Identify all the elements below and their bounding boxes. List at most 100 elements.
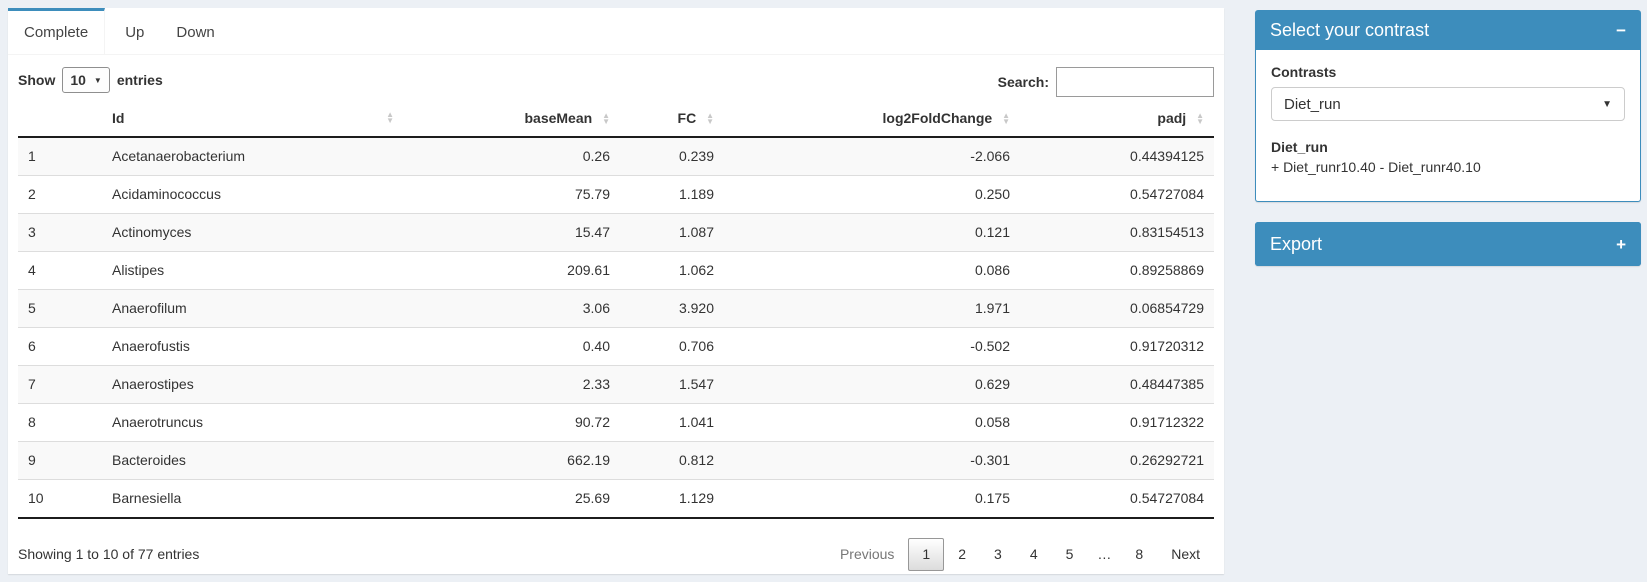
pagination-next[interactable]: Next bbox=[1171, 545, 1200, 562]
column-header-index bbox=[18, 100, 102, 138]
row-index: 8 bbox=[18, 403, 102, 442]
cell-fc: 0.239 bbox=[620, 136, 724, 176]
pagination-page-3[interactable]: 3 bbox=[994, 545, 1002, 562]
table-row: 1 Acetanaerobacterium 0.26 0.239 -2.066 0.443… bbox=[18, 136, 1214, 176]
cell-padj: 0.26292721 bbox=[1020, 441, 1214, 480]
cell-fc: 0.812 bbox=[620, 441, 724, 480]
expand-plus-icon[interactable]: + bbox=[1616, 234, 1626, 254]
tab-down[interactable]: Down bbox=[160, 8, 230, 54]
cell-log2fc: 0.629 bbox=[724, 365, 1020, 404]
cell-fc: 1.129 bbox=[620, 479, 724, 519]
cell-basemean: 75.79 bbox=[402, 175, 620, 214]
row-index: 1 bbox=[18, 136, 102, 176]
search-label: Search: bbox=[997, 74, 1049, 90]
chevron-down-icon: ▼ bbox=[1602, 98, 1612, 110]
cell-id: Bacteroides bbox=[102, 441, 402, 480]
cell-basemean: 15.47 bbox=[402, 213, 620, 252]
column-header-padj[interactable]: padj ▲ ▼ bbox=[1020, 100, 1214, 138]
entries-label: entries bbox=[116, 72, 163, 88]
contrast-select[interactable]: Diet_run ▼ bbox=[1271, 87, 1625, 121]
cell-log2fc: 0.121 bbox=[724, 213, 1020, 252]
cell-log2fc: 0.250 bbox=[724, 175, 1020, 214]
table-row: 5 Anaerofilum 3.06 3.920 1.971 0.06854729 bbox=[18, 289, 1214, 328]
contrast-detail-name: Diet_run bbox=[1271, 139, 1328, 155]
page-length-value: 10 bbox=[70, 72, 86, 88]
cell-id: Actinomyces bbox=[102, 213, 402, 252]
page-length-select[interactable]: 10 ▼ bbox=[62, 67, 110, 93]
cell-fc: 1.189 bbox=[620, 175, 724, 214]
table-body: 1 Acetanaerobacterium 0.26 0.239 -2.066 0.443… bbox=[18, 136, 1214, 519]
cell-fc: 1.062 bbox=[620, 251, 724, 290]
contrast-detail-formula: + Diet_runr10.40 - Diet_runr40.10 bbox=[1271, 159, 1481, 175]
contrasts-label: Contrasts bbox=[1271, 64, 1337, 80]
results-box: Complete Up Down Show 10 ▼ entries Searc… bbox=[8, 8, 1224, 574]
search-control: Search: bbox=[998, 67, 1214, 97]
cell-padj: 0.06854729 bbox=[1020, 289, 1214, 328]
cell-log2fc: 1.971 bbox=[724, 289, 1020, 328]
column-header-id[interactable]: Id ▲ ▼ bbox=[102, 100, 402, 138]
pagination-page-8[interactable]: 8 bbox=[1135, 545, 1144, 562]
column-header-basemean-label: baseMean bbox=[524, 110, 593, 126]
sort-icon: ▲ ▼ bbox=[706, 111, 714, 127]
cell-id: Anaerofustis bbox=[102, 327, 402, 366]
tab-down-label: Down bbox=[176, 24, 215, 41]
cell-fc: 1.087 bbox=[620, 213, 724, 252]
table-info: Showing 1 to 10 of 77 entries bbox=[18, 546, 200, 562]
pagination-page-5[interactable]: 5 bbox=[1065, 545, 1074, 562]
chevron-down-icon: ▼ bbox=[93, 75, 102, 85]
cell-padj: 0.54727084 bbox=[1020, 479, 1214, 519]
tab-bar: Complete Up Down bbox=[8, 8, 1224, 55]
cell-log2fc: -0.301 bbox=[724, 441, 1020, 480]
column-header-basemean[interactable]: baseMean ▲ ▼ bbox=[402, 100, 620, 138]
search-input[interactable] bbox=[1056, 67, 1214, 97]
tab-complete[interactable]: Complete bbox=[8, 8, 106, 54]
row-index: 7 bbox=[18, 365, 102, 404]
pagination-page-4[interactable]: 4 bbox=[1029, 545, 1038, 562]
table-header-row: Id ▲ ▼ baseMean ▲ ▼ FC ▲ ▼ log2FoldChange ▲… bbox=[18, 100, 1214, 138]
table-footer: Showing 1 to 10 of 77 entries Previous 1… bbox=[8, 519, 1224, 575]
pagination: Previous 1 2 3 4 5 … 8 Next bbox=[826, 537, 1214, 571]
cell-basemean: 2.33 bbox=[402, 365, 620, 404]
column-header-fc-label: FC bbox=[677, 110, 697, 126]
row-index: 3 bbox=[18, 213, 102, 252]
table-row: 4 Alistipes 209.61 1.062 0.086 0.89258869 bbox=[18, 251, 1214, 290]
table-row: 2 Acidaminococcus 75.79 1.189 0.250 0.5472708… bbox=[18, 175, 1214, 214]
cell-id: Alistipes bbox=[102, 251, 402, 290]
pagination-previous[interactable]: Previous bbox=[839, 545, 895, 562]
export-panel-title: Export bbox=[1270, 233, 1323, 254]
cell-fc: 3.920 bbox=[620, 289, 724, 328]
table-row: 7 Anaerostipes 2.33 1.547 0.629 0.48447385 bbox=[18, 365, 1214, 404]
sort-icon: ▲ ▼ bbox=[1002, 111, 1010, 127]
row-index: 9 bbox=[18, 441, 102, 480]
sort-icon: ▲ ▼ bbox=[386, 110, 394, 125]
cell-log2fc: -0.502 bbox=[724, 327, 1020, 366]
cell-padj: 0.54727084 bbox=[1020, 175, 1214, 214]
cell-basemean: 3.06 bbox=[402, 289, 620, 328]
column-header-log2fc[interactable]: log2FoldChange ▲ ▼ bbox=[724, 100, 1020, 138]
cell-padj: 0.89258869 bbox=[1020, 251, 1214, 290]
tab-up[interactable]: Up bbox=[109, 8, 160, 54]
row-index: 6 bbox=[18, 327, 102, 366]
table-row: 8 Anaerotruncus 90.72 1.041 0.058 0.91712322 bbox=[18, 403, 1214, 442]
collapse-minus-icon[interactable]: − bbox=[1616, 20, 1626, 40]
row-index: 10 bbox=[18, 479, 102, 519]
pagination-page-2[interactable]: 2 bbox=[958, 545, 967, 562]
tab-up-label: Up bbox=[125, 24, 145, 41]
cell-padj: 0.91720312 bbox=[1020, 327, 1214, 366]
cell-id: Anaerofilum bbox=[102, 289, 402, 328]
page-length-control: Show 10 ▼ entries bbox=[18, 67, 163, 93]
table-row: 3 Actinomyces 15.47 1.087 0.121 0.83154513 bbox=[18, 213, 1214, 252]
contrast-panel: Select your contrast − Contrasts Diet_ru… bbox=[1255, 10, 1641, 202]
cell-basemean: 209.61 bbox=[402, 251, 620, 290]
table-row: 9 Bacteroides 662.19 0.812 -0.301 0.26292721 bbox=[18, 441, 1214, 480]
column-header-fc[interactable]: FC ▲ ▼ bbox=[620, 100, 724, 138]
cell-log2fc: 0.086 bbox=[724, 251, 1020, 290]
pagination-ellipsis: … bbox=[1097, 546, 1112, 562]
export-panel: Export + bbox=[1255, 222, 1641, 266]
row-index: 2 bbox=[18, 175, 102, 214]
cell-basemean: 662.19 bbox=[402, 441, 620, 480]
results-table: Id ▲ ▼ baseMean ▲ ▼ FC ▲ ▼ log2FoldChange ▲… bbox=[18, 100, 1214, 519]
pagination-page-1[interactable]: 1 bbox=[908, 537, 945, 571]
cell-basemean: 0.26 bbox=[402, 136, 620, 176]
cell-basemean: 25.69 bbox=[402, 479, 620, 519]
